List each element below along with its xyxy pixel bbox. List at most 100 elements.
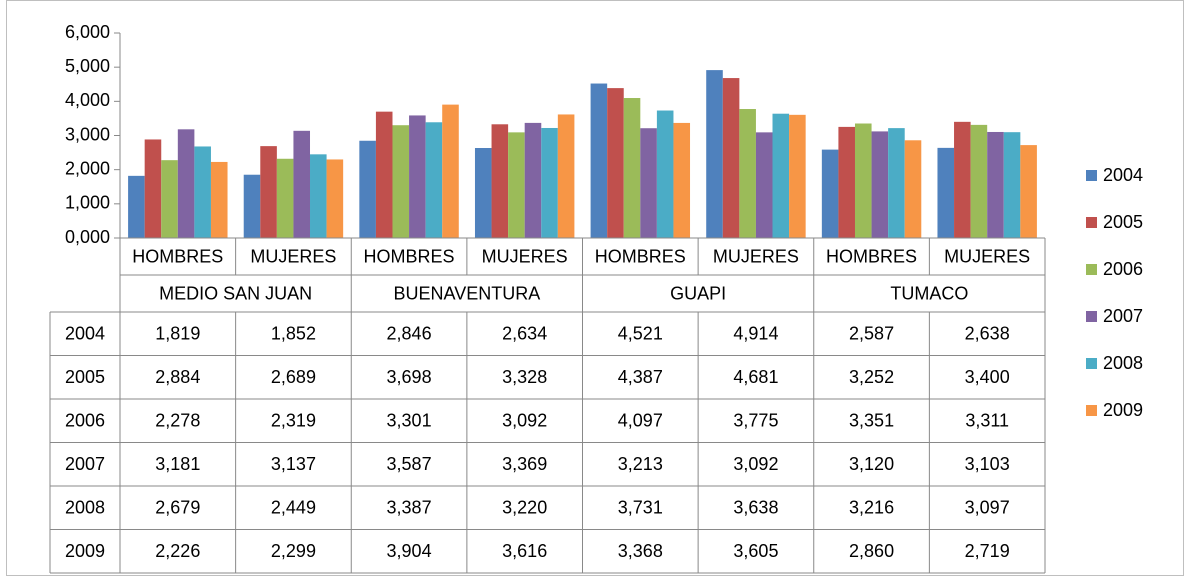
x-tick-label: MUJERES <box>482 246 568 266</box>
table-cell: 3,097 <box>965 498 1010 518</box>
table-cell: 3,092 <box>733 454 778 474</box>
table-cell: 4,387 <box>618 367 663 387</box>
table-cell: 3,369 <box>502 454 547 474</box>
bar <box>144 139 162 238</box>
legend-swatch <box>1086 358 1097 369</box>
table-cell: 3,092 <box>502 411 547 431</box>
bar <box>888 128 905 238</box>
y-tick-label: 2,000 <box>65 158 110 178</box>
legend-label: 2006 <box>1103 259 1143 279</box>
table-cell: 2,719 <box>965 541 1010 561</box>
legend-label: 2008 <box>1103 353 1143 373</box>
legend-swatch <box>1086 217 1097 228</box>
y-tick-label: 4,000 <box>65 90 110 110</box>
table-cell: 3,213 <box>618 454 663 474</box>
table-cell: 3,400 <box>965 367 1010 387</box>
bar <box>375 111 393 238</box>
table-cell: 3,698 <box>387 367 432 387</box>
legend-swatch <box>1086 405 1097 416</box>
bar <box>706 70 723 238</box>
y-tick-label: 1,000 <box>65 193 110 213</box>
bar <box>474 148 492 238</box>
bar <box>326 159 344 238</box>
bar <box>590 83 608 238</box>
table-cell: 3,216 <box>849 498 894 518</box>
bar <box>161 160 178 238</box>
bar <box>871 131 889 238</box>
bar <box>260 146 277 238</box>
table-cell: 3,351 <box>849 411 894 431</box>
table-cell: 2,689 <box>271 367 316 387</box>
legend-label: 2004 <box>1103 165 1143 185</box>
table-cell: 3,220 <box>502 498 547 518</box>
table-cell: 2,587 <box>849 324 894 344</box>
bar <box>1020 145 1037 238</box>
table-cell: 2,846 <box>387 324 432 344</box>
table-cell: 3,731 <box>618 498 663 518</box>
y-tick-label: 3,000 <box>65 124 110 144</box>
x-tick-label: HOMBRES <box>595 246 686 266</box>
legend-swatch <box>1086 170 1097 181</box>
bar <box>789 114 806 238</box>
bar <box>409 115 426 238</box>
bar <box>194 146 211 238</box>
table-cell: 2,449 <box>271 498 316 518</box>
table-cell: 3,904 <box>387 541 432 561</box>
bar <box>243 174 261 238</box>
bar <box>508 132 525 238</box>
bar <box>1003 132 1021 238</box>
bar <box>937 147 955 238</box>
bar <box>491 124 509 238</box>
table-cell: 2,319 <box>271 411 316 431</box>
table-cell: 4,097 <box>618 411 663 431</box>
legend-swatch <box>1086 264 1097 275</box>
table-cell: 2,679 <box>155 498 200 518</box>
table-cell: 2,634 <box>502 324 547 344</box>
bar <box>177 129 195 238</box>
bar <box>128 175 145 238</box>
table-cell: 1,819 <box>155 324 200 344</box>
table-cell: 3,775 <box>733 411 778 431</box>
bar <box>607 88 624 238</box>
table-cell: 2,860 <box>849 541 894 561</box>
row-header: 2006 <box>65 411 105 431</box>
x-tick-label: HOMBRES <box>364 246 455 266</box>
group-label: GUAPI <box>670 283 726 303</box>
group-label: TUMACO <box>890 283 968 303</box>
bar <box>557 114 575 238</box>
table-cell: 3,605 <box>733 541 778 561</box>
table-cell: 1,852 <box>271 324 316 344</box>
bar <box>755 132 773 238</box>
bar <box>821 149 839 238</box>
table-cell: 3,328 <box>502 367 547 387</box>
table-cell: 2,226 <box>155 541 200 561</box>
table-cell: 3,638 <box>733 498 778 518</box>
legend-label: 2007 <box>1103 306 1143 326</box>
group-label: MEDIO SAN JUAN <box>159 283 312 303</box>
table-cell: 4,681 <box>733 367 778 387</box>
bar <box>854 123 872 238</box>
row-header: 2008 <box>65 498 105 518</box>
table-cell: 3,368 <box>618 541 663 561</box>
row-header: 2004 <box>65 324 105 344</box>
bar <box>656 110 674 238</box>
bar <box>722 78 740 239</box>
table-cell: 3,587 <box>387 454 432 474</box>
bar <box>623 98 641 238</box>
bar <box>838 126 855 238</box>
bar <box>640 128 657 238</box>
table-cell: 3,301 <box>387 411 432 431</box>
bar <box>904 140 922 238</box>
table-cell: 3,616 <box>502 541 547 561</box>
row-header: 2007 <box>65 454 105 474</box>
table-cell: 2,638 <box>965 324 1010 344</box>
table-cell: 2,884 <box>155 367 200 387</box>
table-cell: 3,311 <box>965 411 1009 431</box>
x-tick-label: MUJERES <box>713 246 799 266</box>
bar <box>954 121 971 238</box>
table-cell: 3,181 <box>155 454 200 474</box>
bar <box>425 122 443 238</box>
x-tick-label: MUJERES <box>250 246 336 266</box>
legend-swatch <box>1086 311 1097 322</box>
